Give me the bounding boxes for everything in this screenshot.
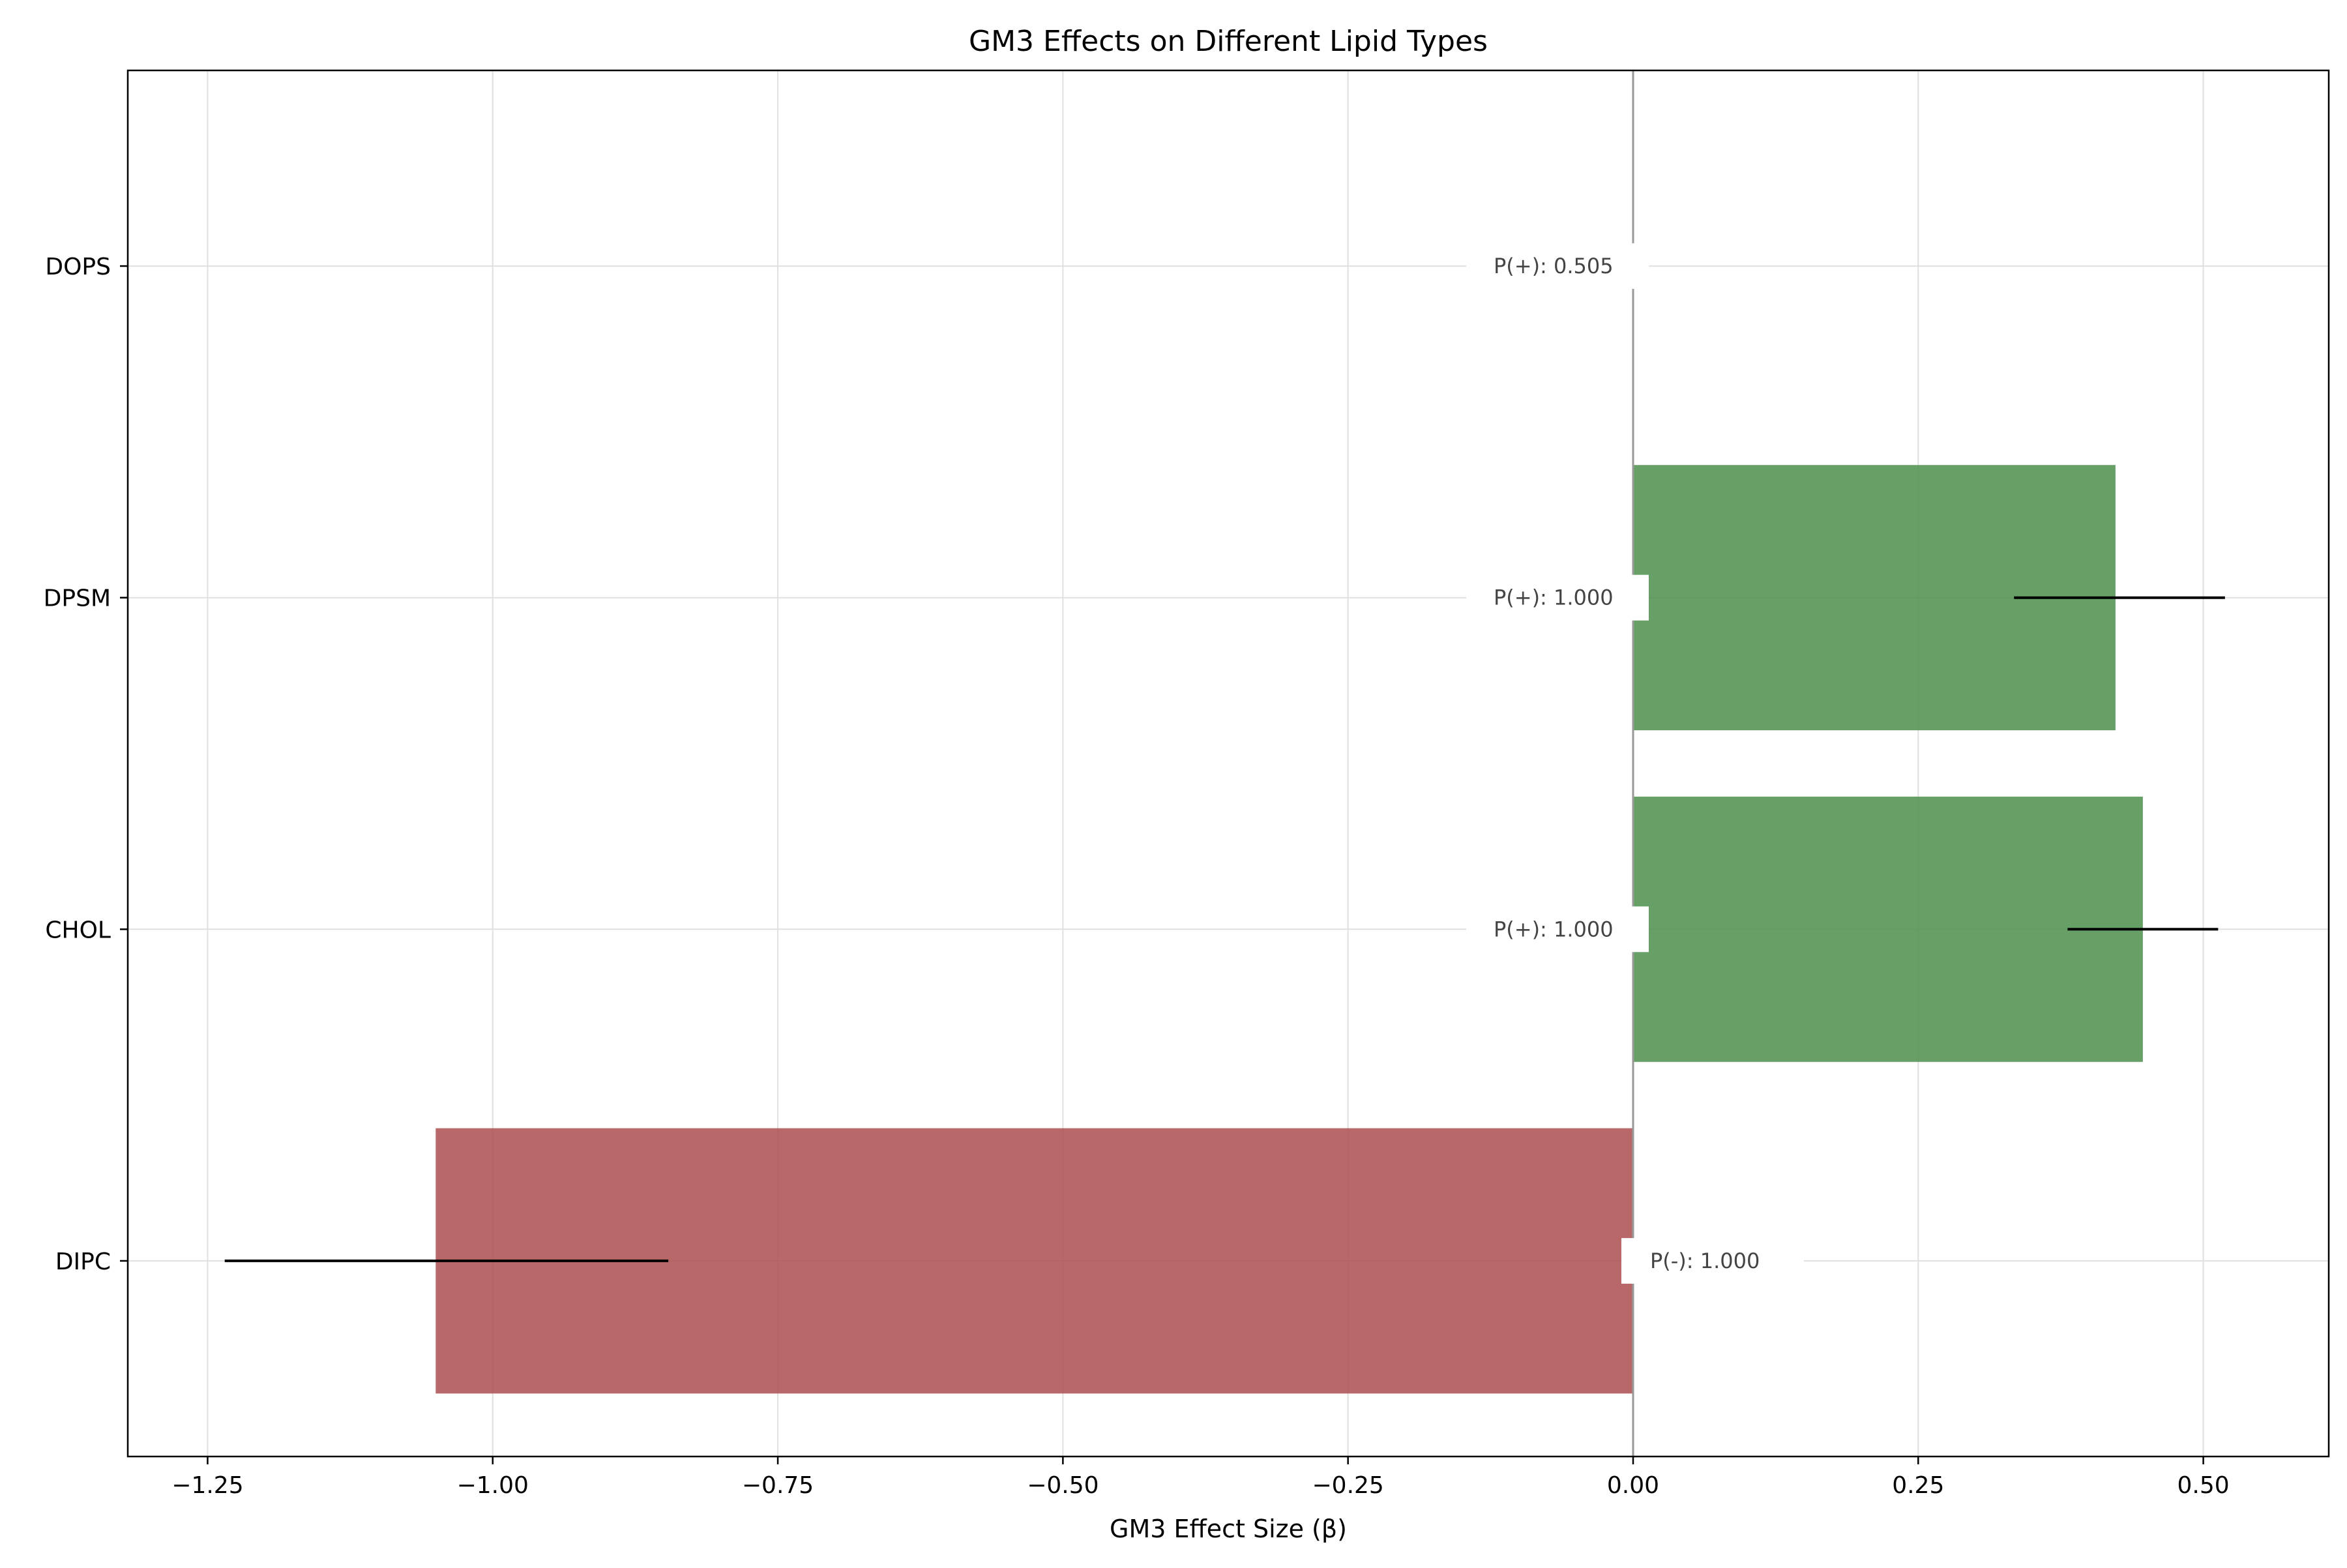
y-tick-label: DOPS (45, 254, 111, 280)
y-tick-label: DPSM (44, 585, 111, 612)
annotation-box (1466, 906, 1649, 953)
probability-label: P(+): 1.000 (1494, 585, 1614, 610)
x-tick-label: 0.00 (1607, 1472, 1659, 1499)
y-tick-label: CHOL (45, 917, 111, 943)
bar-layer (435, 465, 2143, 1394)
x-tick-label: −0.75 (742, 1472, 814, 1499)
bar-chol (1632, 796, 2143, 1062)
plot-frame (126, 69, 2330, 1458)
annotation-box (1466, 243, 1649, 289)
x-tick-label: −0.50 (1027, 1472, 1099, 1499)
y-tick-label: DIPC (55, 1249, 111, 1275)
probability-label: P(+): 0.505 (1494, 254, 1614, 278)
probability-label: P(+): 1.000 (1494, 917, 1614, 941)
annotation-box (1621, 1237, 1804, 1284)
annotation-layer: P(-): 1.000 P(+): 1.000 P(+): 1.000 P(+): 0… (1466, 243, 1804, 1284)
annotation-box (1466, 574, 1649, 621)
x-axis-label: GM3 Effect Size (β) (1110, 1515, 1347, 1543)
error-bar-layer (224, 596, 2225, 1262)
axis-layer: −1.25 −1.00 −0.75 −0.50 −0.25 0.00 0.25 0.50 DIP… (44, 254, 2230, 1499)
x-tick-label: −1.25 (171, 1472, 243, 1499)
x-tick-label: 0.50 (2177, 1472, 2230, 1499)
chart-title: GM3 Effects on Different Lipid Types (969, 25, 1488, 58)
x-tick-label: 0.25 (1892, 1472, 1944, 1499)
x-tick-label: −1.00 (457, 1472, 529, 1499)
probability-label: P(-): 1.000 (1650, 1249, 1760, 1273)
x-tick-label: −0.25 (1312, 1472, 1384, 1499)
